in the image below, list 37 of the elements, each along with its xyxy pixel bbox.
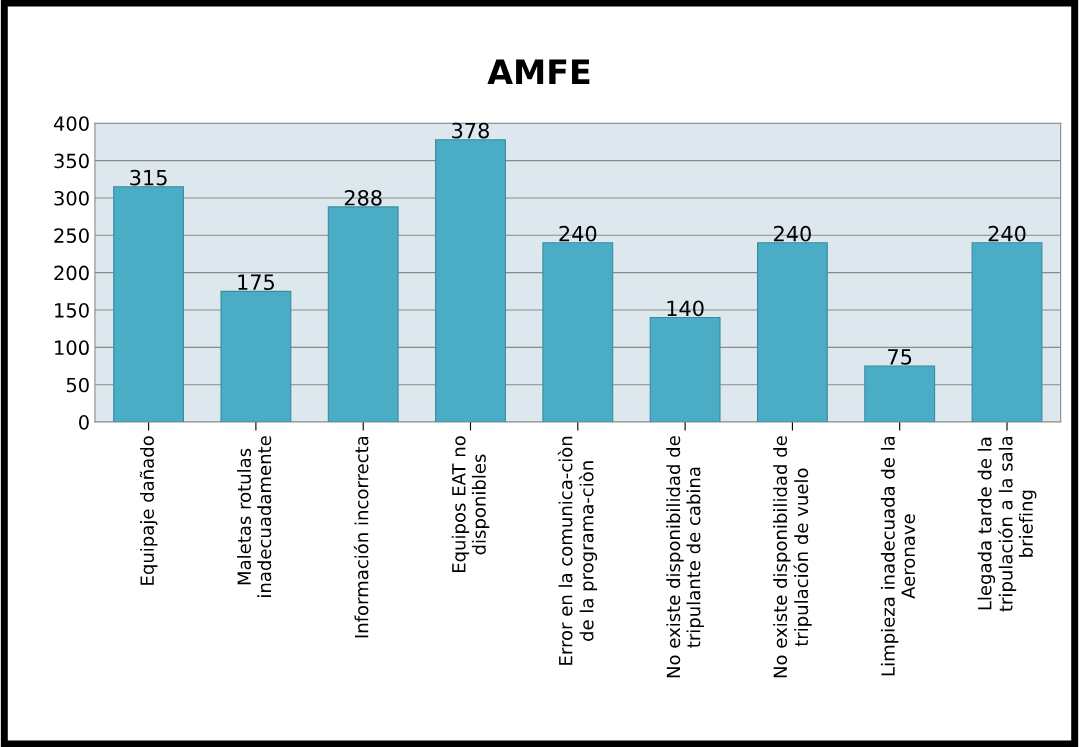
bar [649,316,721,423]
data-label: 140 [667,300,704,317]
bar [435,139,506,423]
x-tick-label: Maletas rotulas inadecuadamente [237,436,272,597]
bar [113,186,185,423]
bar [220,290,292,423]
bar [327,206,399,423]
bar [542,242,614,423]
x-tick-label: Información incorrecta [353,436,369,638]
data-label: 315 [130,169,167,186]
y-tick-label: 100 [55,340,89,356]
data-label: 240 [988,225,1026,242]
x-tick-label: Llegada tarde de la tripulación a la sala briefing [977,436,1037,612]
data-label: 240 [559,225,597,242]
bar [864,365,936,423]
y-tick-label: 150 [55,302,89,318]
x-tick-label: Limpieza inadecuada de la Aeronave [880,436,916,676]
y-tick-label: 400 [53,116,89,131]
y-tick-label: 350 [54,153,89,169]
data-label: 378 [452,122,489,139]
y-tick-label: 250 [54,228,89,243]
bar [971,242,1043,423]
x-tick-label: No existe disponibilidad de tripulación de vuelo [773,436,812,678]
data-label: 175 [238,274,274,291]
y-tick-label: 50 [66,377,89,393]
data-label: 288 [344,189,382,206]
bar [756,242,828,423]
x-tick-label: Error en la comunica-ciòn de la programa-ciòn [557,436,598,665]
y-tick-label: 200 [54,265,89,281]
x-tick-label: No existe disponibilidad de tripulante de cabina [666,436,704,678]
x-tick-label: Equipaje dañado [139,436,158,585]
x-tick-label: Equipos EAT no disponibles [451,436,490,573]
chart-title: AMFE [487,59,590,84]
y-tick-label: 0 [79,415,89,430]
data-label: 240 [774,225,811,242]
y-tick-label: 300 [54,190,89,206]
data-label: 75 [888,349,912,365]
